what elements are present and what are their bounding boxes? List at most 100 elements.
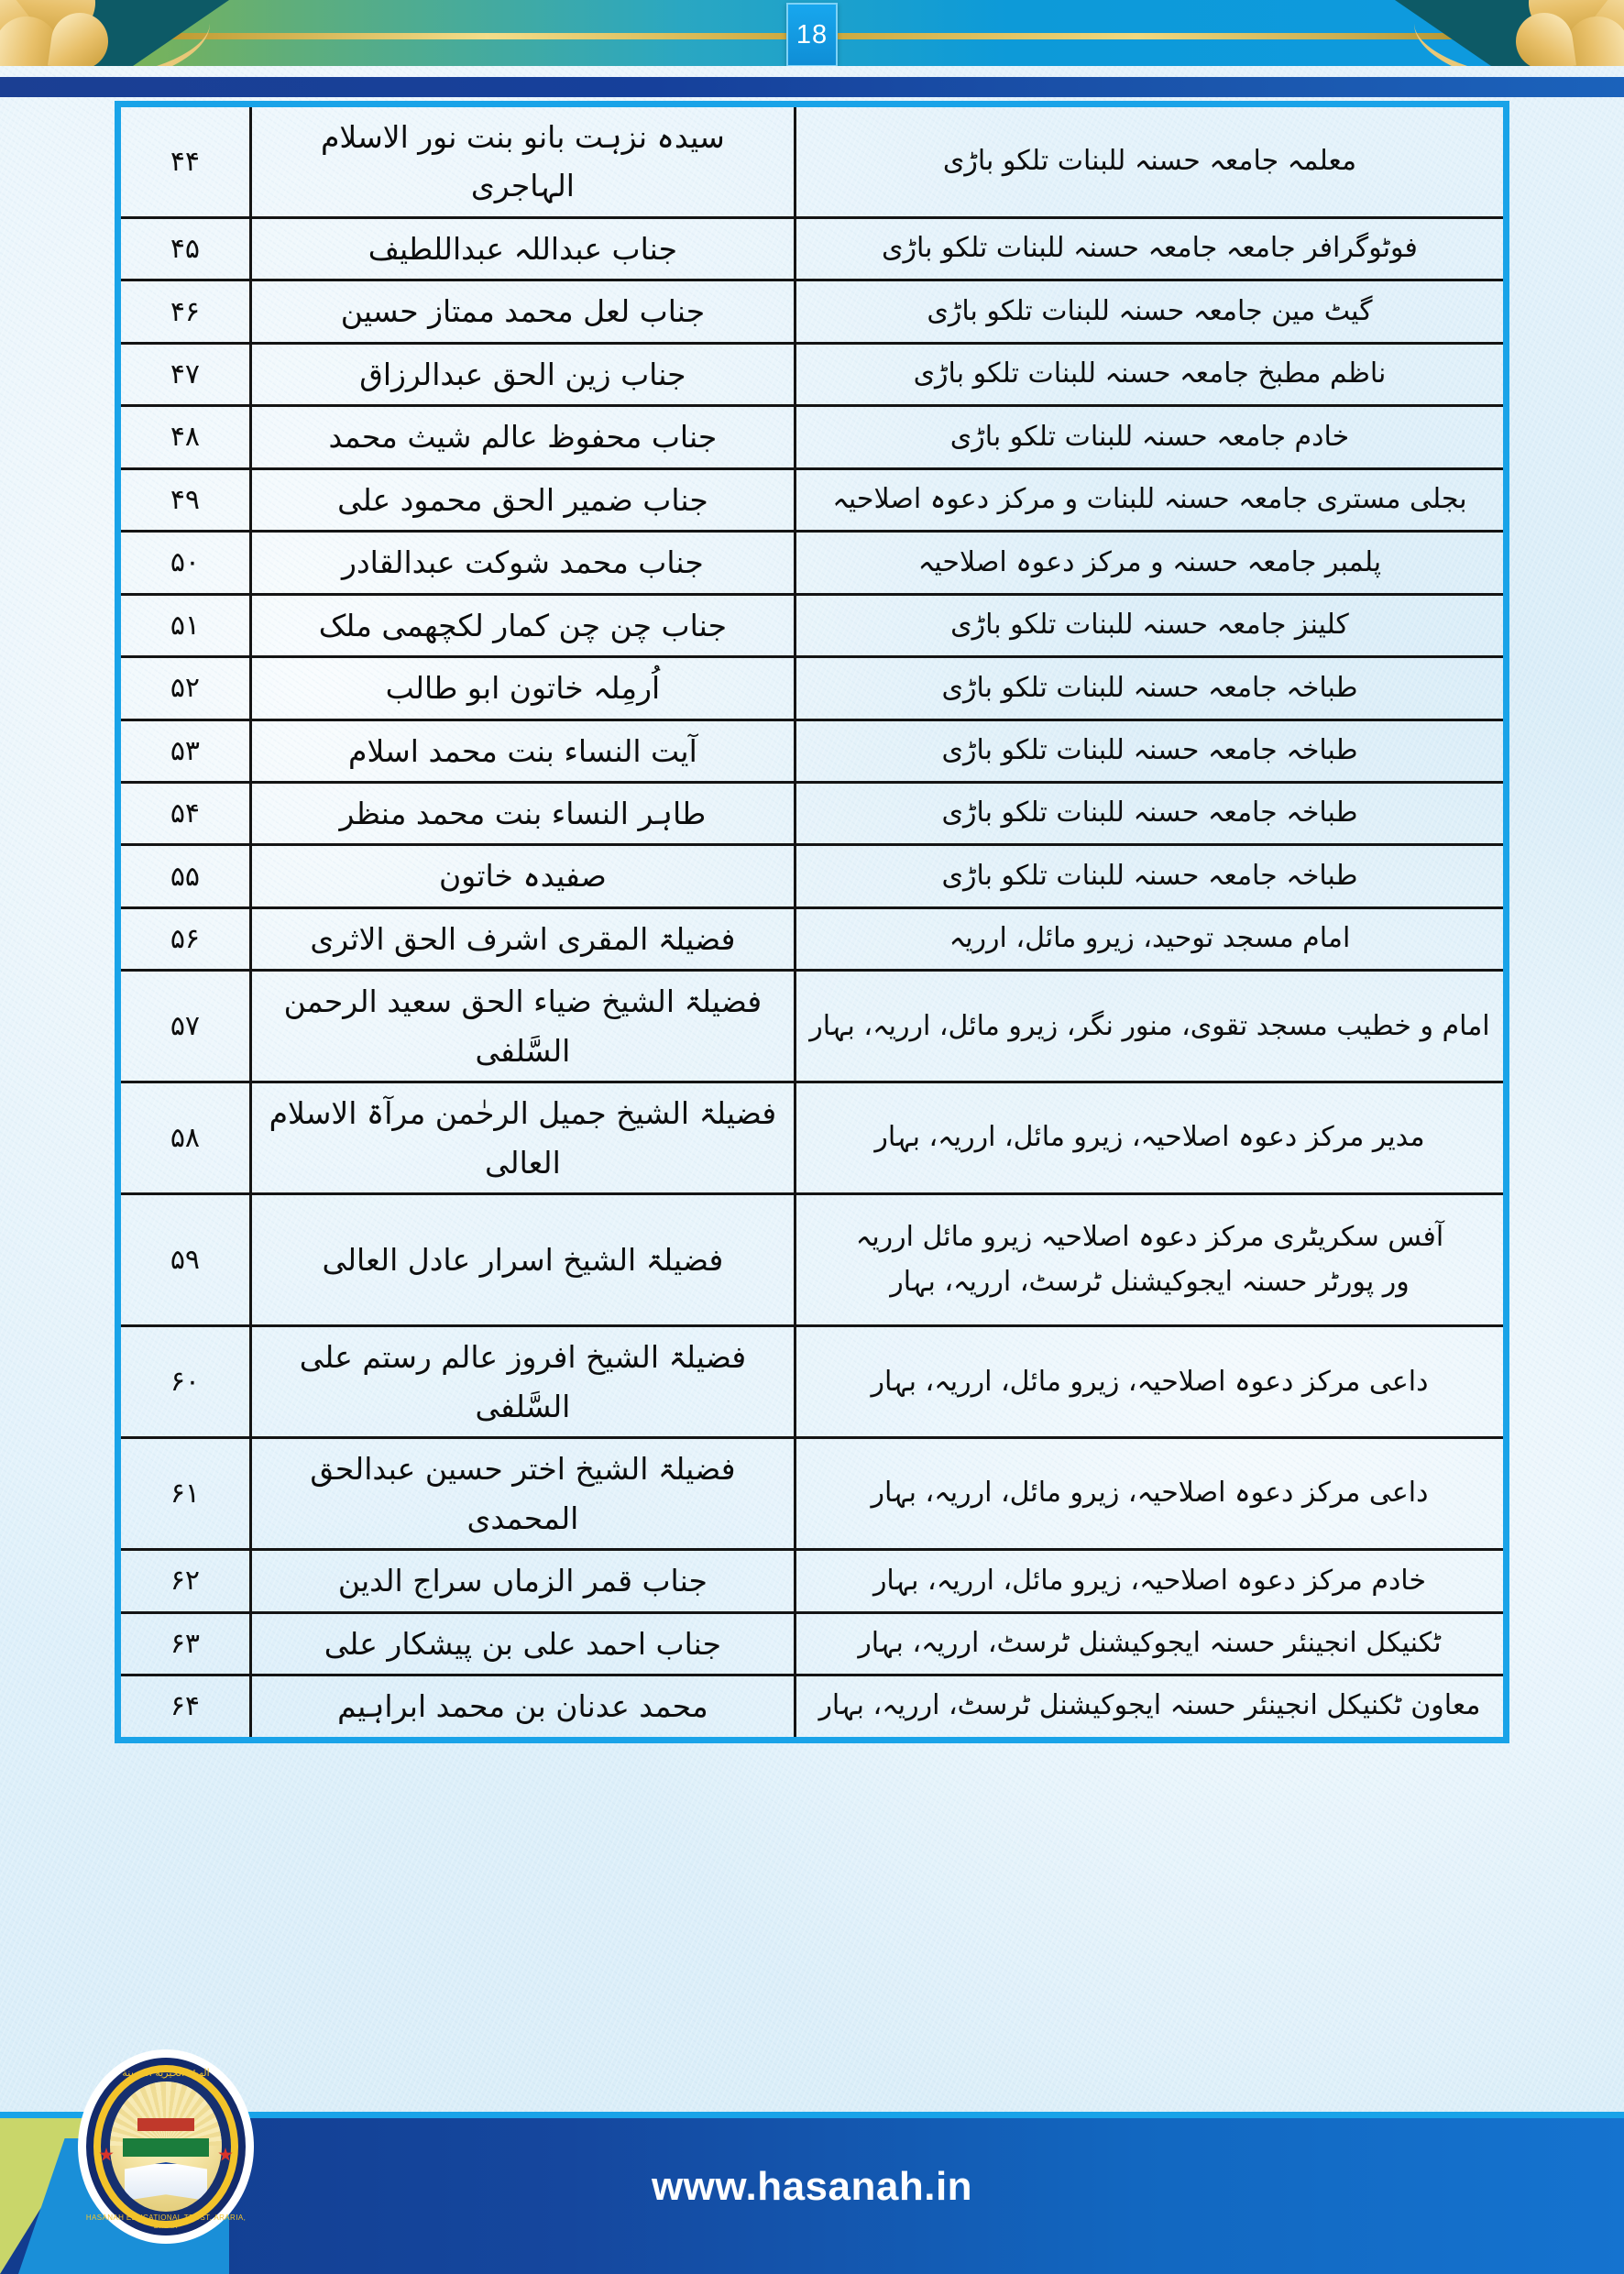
- cell-serial-number: ۶۴: [116, 1674, 252, 1741]
- cell-designation: گیٹ مین جامعہ حسنہ للبنات تلکو باڑی: [793, 279, 1509, 345]
- table-row: امام مسجد توحید، زیرو مائل، ارریہ فضیلۃ ا…: [116, 906, 1509, 972]
- table-row: خادم مرکز دعوہ اصلاحیہ، زیرو مائل، ارریہ…: [116, 1548, 1509, 1614]
- cell-name: فضیلۃ الشیخ ضیاء الحق سعید الرحمن السَّل…: [248, 969, 796, 1084]
- table-row: مدیر مرکز دعوہ اصلاحیہ، زیرو مائل، ارریہ…: [116, 1081, 1509, 1196]
- cell-serial-number: ۴۷: [116, 341, 252, 408]
- table-row: طباخہ جامعہ حسنہ للبنات تلکو باڑی اُرمِلہ…: [116, 655, 1509, 721]
- cell-name: جناب عبداللہ عبداللطیف: [248, 215, 796, 282]
- cell-name: جناب ضمیر الحق محمود علی: [248, 467, 796, 533]
- header-divider-rule: [0, 77, 1624, 97]
- cell-serial-number: ۵۷: [116, 969, 252, 1084]
- cell-name: جناب احمد علی بن پیشکار علی: [248, 1610, 796, 1677]
- cell-name: جناب چن چن کمار لکچھمی ملک: [248, 592, 796, 659]
- page-header-banner: 18: [0, 0, 1624, 66]
- cell-designation: طباخہ جامعہ حسنہ للبنات تلکو باڑی: [793, 780, 1509, 847]
- table-row: معلمہ جامعہ حسنہ للبنات تلکو باڑی سیدہ نز…: [116, 103, 1509, 219]
- cell-serial-number: ۶۳: [116, 1610, 252, 1677]
- cell-designation: بجلی مستری جامعہ حسنہ للبنات و مرکز دعوہ…: [793, 467, 1509, 533]
- table-row: ناظم مطبخ جامعہ حسنہ للبنات تلکو باڑی جنا…: [116, 341, 1509, 408]
- cell-designation: طباخہ جامعہ حسنہ للبنات تلکو باڑی: [793, 655, 1509, 721]
- designation-line: بجلی مستری جامعہ حسنہ للبنات و مرکز دعوہ…: [832, 483, 1467, 516]
- cell-serial-number: ۶۲: [116, 1548, 252, 1614]
- cell-designation: داعی مرکز دعوہ اصلاحیہ، زیرو مائل، ارریہ…: [793, 1324, 1509, 1440]
- designation-line: خادم مرکز دعوہ اصلاحیہ، زیرو مائل، ارریہ…: [872, 1564, 1426, 1597]
- designation-line: داعی مرکز دعوہ اصلاحیہ، زیرو مائل، ارریہ…: [871, 1477, 1429, 1510]
- cell-designation: ناظم مطبخ جامعہ حسنہ للبنات تلکو باڑی: [793, 341, 1509, 408]
- cell-name: فضیلۃ الشیخ افروز عالم رستم علی السَّلفی: [248, 1324, 796, 1440]
- designation-line: فوٹوگرافر جامعہ جامعہ حسنہ للبنات تلکو ب…: [882, 232, 1418, 265]
- designation-line: طباخہ جامعہ حسنہ للبنات تلکو باڑی: [941, 859, 1358, 892]
- cell-name: طاہر النساء بنت محمد منظر: [248, 780, 796, 847]
- cell-serial-number: ۴۶: [116, 279, 252, 345]
- cell-name: فضیلۃ المقری اشرف الحق الاثری: [248, 906, 796, 972]
- cell-name: فضیلۃ الشیخ اختر حسین عبدالحق المحمدی: [248, 1436, 796, 1552]
- table-row: ٹکنیکل انجینئر حسنہ ایجوکیشنل ٹرسٹ، ارری…: [116, 1610, 1509, 1677]
- staff-roster-table: معلمہ جامعہ حسنہ للبنات تلکو باڑی سیدہ نز…: [115, 101, 1509, 1743]
- table-row: بجلی مستری جامعہ حسنہ للبنات و مرکز دعوہ…: [116, 467, 1509, 533]
- cell-serial-number: ۶۱: [116, 1436, 252, 1552]
- table-row: طباخہ جامعہ حسنہ للبنات تلکو باڑی آیت الن…: [116, 718, 1509, 784]
- header-ornament-left: [0, 0, 229, 66]
- cell-serial-number: ۵۴: [116, 780, 252, 847]
- cell-name: جناب قمر الزماں سراج الدین: [248, 1548, 796, 1614]
- table-row: آفس سکریٹری مرکز دعوہ اصلاحیہ زیرو مائل …: [116, 1192, 1509, 1328]
- designation-line: کلینز جامعہ حسنہ للبنات تلکو باڑی: [950, 609, 1349, 642]
- cell-serial-number: ۴۵: [116, 215, 252, 282]
- seal-english-text: HASANAH EDUCATIONAL TRUST, ARARIA, BIHAR: [85, 2214, 247, 2230]
- cell-name: سیدہ نزہت بانو بنت نور الاسلام الہاجری: [248, 103, 796, 219]
- table-row: معاون ٹکنیکل انجینئر حسنہ ایجوکیشنل ٹرسٹ…: [116, 1674, 1509, 1741]
- cell-designation: خادم جامعہ حسنہ للبنات تلکو باڑی: [793, 404, 1509, 470]
- footer-top-edge: [0, 2112, 1624, 2118]
- cell-designation: فوٹوگرافر جامعہ جامعہ حسنہ للبنات تلکو ب…: [793, 215, 1509, 282]
- cell-designation: معلمہ جامعہ حسنہ للبنات تلکو باڑی: [793, 103, 1509, 219]
- cell-serial-number: ۵۰: [116, 530, 252, 596]
- cell-designation: طباخہ جامعہ حسنہ للبنات تلکو باڑی: [793, 843, 1509, 909]
- cell-serial-number: ۵۵: [116, 843, 252, 909]
- cell-name: جناب لعل محمد ممتاز حسین: [248, 279, 796, 345]
- cell-serial-number: ۵۱: [116, 592, 252, 659]
- cell-name: آیت النساء بنت محمد اسلام: [248, 718, 796, 784]
- cell-serial-number: ۴۹: [116, 467, 252, 533]
- designation-line: داعی مرکز دعوہ اصلاحیہ، زیرو مائل، ارریہ…: [871, 1365, 1429, 1398]
- table-row: طباخہ جامعہ حسنہ للبنات تلکو باڑی صفیدہ خ…: [116, 843, 1509, 909]
- header-ornament-right: [1395, 0, 1624, 66]
- staff-roster-table-wrapper: معلمہ جامعہ حسنہ للبنات تلکو باڑی سیدہ نز…: [115, 101, 1509, 1743]
- designation-line: ناظم مطبخ جامعہ حسنہ للبنات تلکو باڑی: [913, 357, 1387, 390]
- cell-name: جناب محفوظ عالم شیث محمد: [248, 404, 796, 470]
- cell-designation: طباخہ جامعہ حسنہ للبنات تلکو باڑی: [793, 718, 1509, 784]
- page-number: 18: [786, 3, 838, 66]
- cell-designation: داعی مرکز دعوہ اصلاحیہ، زیرو مائل، ارریہ…: [793, 1436, 1509, 1552]
- designation-line: مدیر مرکز دعوہ اصلاحیہ، زیرو مائل، ارریہ…: [874, 1121, 1425, 1154]
- cell-serial-number: ۴۴: [116, 103, 252, 219]
- cell-name: جناب زین الحق عبدالرزاق: [248, 341, 796, 408]
- cell-designation: خادم مرکز دعوہ اصلاحیہ، زیرو مائل، ارریہ…: [793, 1548, 1509, 1614]
- designation-line: طباخہ جامعہ حسنہ للبنات تلکو باڑی: [941, 796, 1358, 829]
- website-url[interactable]: www.hasanah.in: [651, 2164, 973, 2209]
- designation-line: ور پورٹر حسنہ ایجوکیشنل ٹرسٹ، ارریہ، بہا…: [890, 1265, 1410, 1298]
- cell-designation: امام و خطیب مسجد تقوی، منور نگر، زیرو ما…: [793, 969, 1509, 1084]
- cell-designation: آفس سکریٹری مرکز دعوہ اصلاحیہ زیرو مائل …: [793, 1192, 1509, 1328]
- cell-designation: کلینز جامعہ حسنہ للبنات تلکو باڑی: [793, 592, 1509, 659]
- cell-serial-number: ۵۳: [116, 718, 252, 784]
- cell-name: اُرمِلہ خاتون ابو طالب: [248, 655, 796, 721]
- cell-serial-number: ۵۹: [116, 1192, 252, 1328]
- cell-serial-number: ۵۸: [116, 1081, 252, 1196]
- designation-line: معلمہ جامعہ حسنہ للبنات تلکو باڑی: [942, 145, 1357, 178]
- cell-designation: پلمبر جامعہ حسنہ و مرکز دعوہ اصلاحیہ: [793, 530, 1509, 596]
- designation-line: معاون ٹکنیکل انجینئر حسنہ ایجوکیشنل ٹرسٹ…: [818, 1689, 1481, 1722]
- cell-serial-number: ۶۰: [116, 1324, 252, 1440]
- cell-serial-number: ۵۲: [116, 655, 252, 721]
- designation-line: امام مسجد توحید، زیرو مائل، ارریہ: [949, 922, 1351, 955]
- designation-line: طباخہ جامعہ حسنہ للبنات تلکو باڑی: [941, 671, 1358, 704]
- designation-line: گیٹ مین جامعہ حسنہ للبنات تلکو باڑی: [927, 294, 1373, 327]
- cell-name: فضیلۃ الشیخ جمیل الرحٰمن مرآۃ الاسلام ال…: [248, 1081, 796, 1196]
- table-row: کلینز جامعہ حسنہ للبنات تلکو باڑی جناب چن…: [116, 592, 1509, 659]
- cell-serial-number: ۴۸: [116, 404, 252, 470]
- cell-name: جناب محمد شوکت عبدالقادر: [248, 530, 796, 596]
- table-row: داعی مرکز دعوہ اصلاحیہ، زیرو مائل، ارریہ…: [116, 1436, 1509, 1552]
- designation-line: ٹکنیکل انجینئر حسنہ ایجوکیشنل ٹرسٹ، ارری…: [858, 1627, 1442, 1660]
- cell-designation: مدیر مرکز دعوہ اصلاحیہ، زیرو مائل، ارریہ…: [793, 1081, 1509, 1196]
- cell-name: فضیلۃ الشیخ اسرار عادل العالی: [248, 1192, 796, 1328]
- designation-line: طباخہ جامعہ حسنہ للبنات تلکو باڑی: [941, 733, 1358, 766]
- table-row: فوٹوگرافر جامعہ جامعہ حسنہ للبنات تلکو ب…: [116, 215, 1509, 282]
